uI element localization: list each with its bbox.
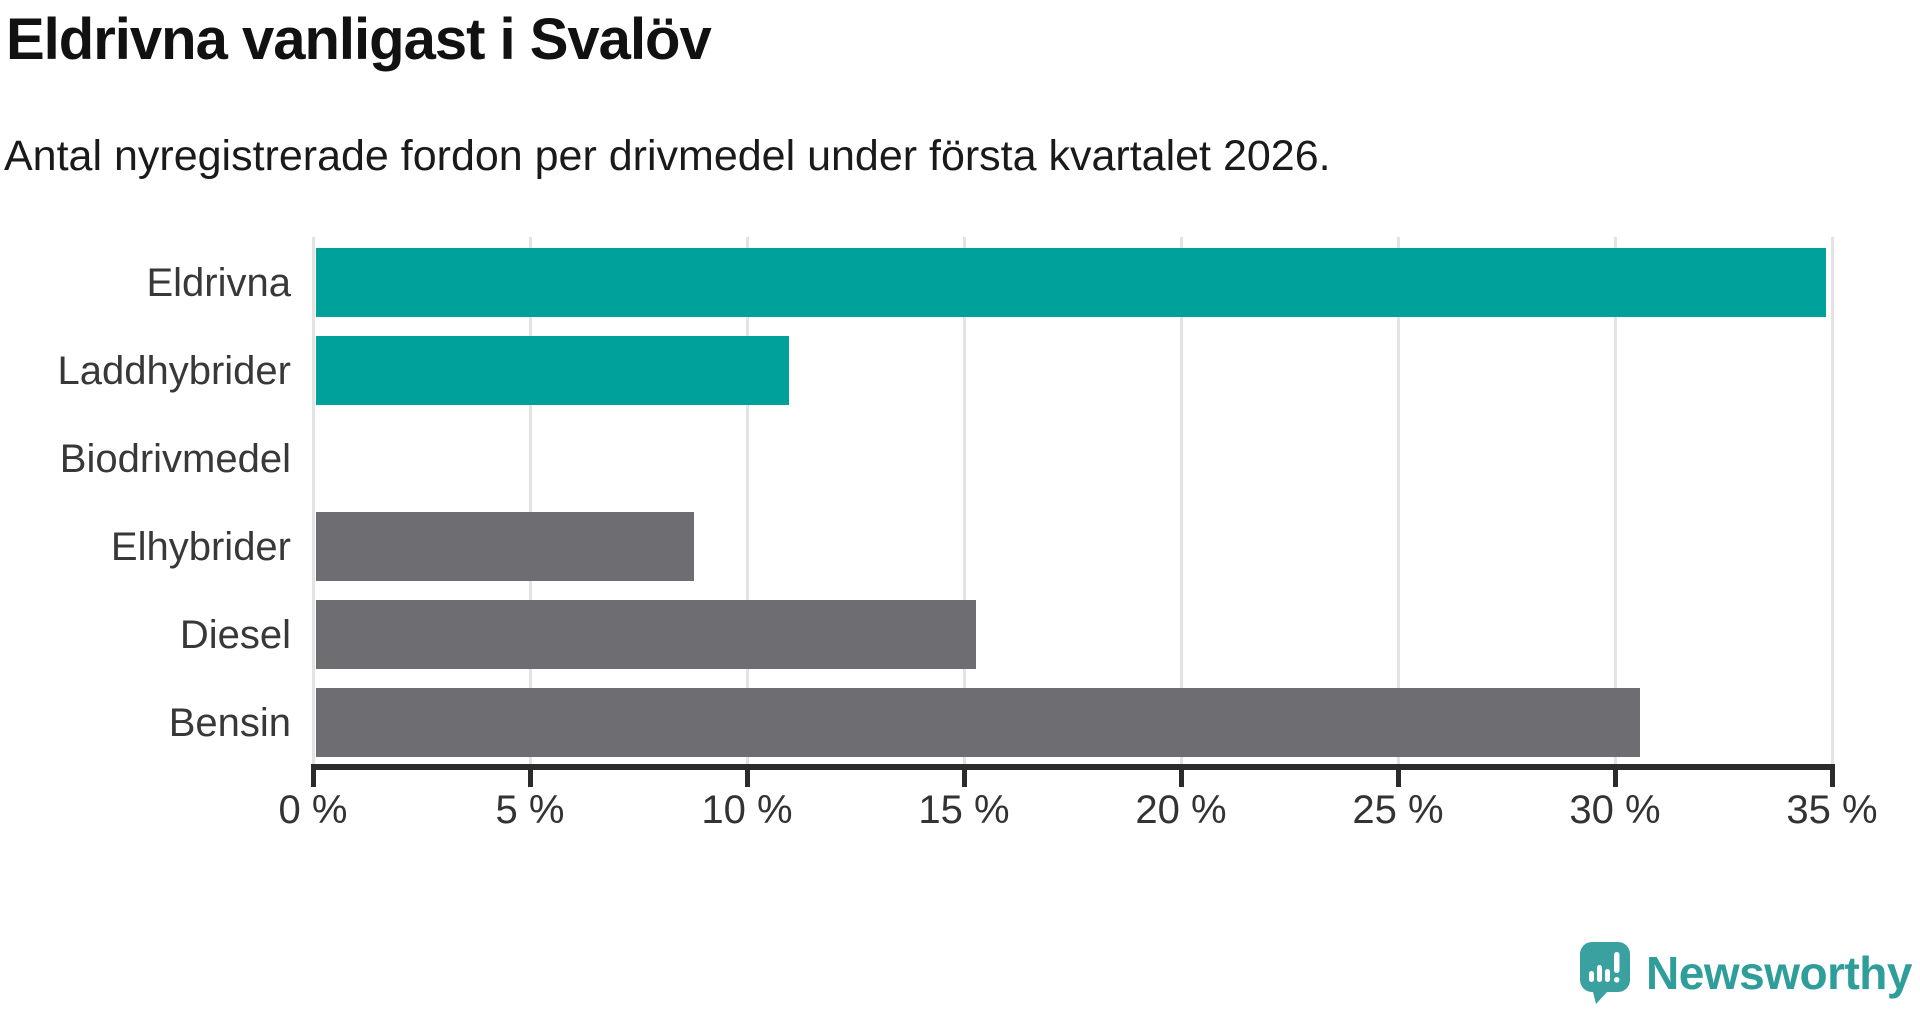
newsworthy-logo-text: Newsworthy	[1646, 947, 1912, 999]
bar-bensin	[316, 688, 1640, 757]
newsworthy-logo-icon	[1580, 942, 1631, 1004]
gridline	[1830, 237, 1834, 765]
category-label-bensin: Bensin	[168, 700, 291, 745]
x-axis-line	[311, 764, 1835, 770]
category-label-biodrivmedel: Biodrivmedel	[59, 436, 291, 481]
x-axis-tick	[744, 770, 750, 787]
x-axis-tick-label: 20 %	[1135, 788, 1227, 832]
x-axis-tick-label: 0 %	[278, 788, 348, 832]
chart-subtitle: Antal nyregistrerade fordon per drivmede…	[4, 132, 1331, 180]
bar-eldrivna	[316, 248, 1827, 317]
category-label-diesel: Diesel	[179, 612, 291, 657]
gridline	[745, 237, 749, 765]
category-label-eldrivna: Eldrivna	[146, 260, 291, 305]
x-axis-tick-label: 15 %	[918, 788, 1010, 832]
x-axis-tick	[527, 770, 533, 787]
gridline	[1179, 237, 1183, 765]
gridline	[528, 237, 532, 765]
chart-title: Eldrivna vanligast i Svalöv	[6, 7, 712, 72]
newsworthy-logo: Newsworthy	[1578, 940, 1912, 1006]
x-axis-tick	[1829, 770, 1835, 787]
x-axis-tick-label: 10 %	[701, 788, 793, 832]
x-axis-tick-label: 25 %	[1352, 788, 1444, 832]
x-axis-tick-label: 35 %	[1786, 788, 1878, 832]
category-label-elhybrider: Elhybrider	[110, 524, 291, 569]
plot-area	[311, 237, 1834, 765]
gridline	[1396, 237, 1400, 765]
category-label-laddhybrider: Laddhybrider	[57, 348, 292, 393]
x-axis-tick	[1178, 770, 1184, 787]
x-axis-tick	[1395, 770, 1401, 787]
gridline	[311, 237, 315, 765]
bar-elhybrider	[316, 512, 694, 581]
x-axis-tick	[961, 770, 967, 787]
x-axis-tick-label: 30 %	[1569, 788, 1661, 832]
gridline	[962, 237, 966, 765]
bar-diesel	[316, 600, 976, 669]
gridline	[1613, 237, 1617, 765]
x-axis-tick	[310, 770, 316, 787]
bar-laddhybrider	[316, 336, 790, 405]
x-axis-tick	[1612, 770, 1618, 787]
x-axis-tick-label: 5 %	[495, 788, 565, 832]
